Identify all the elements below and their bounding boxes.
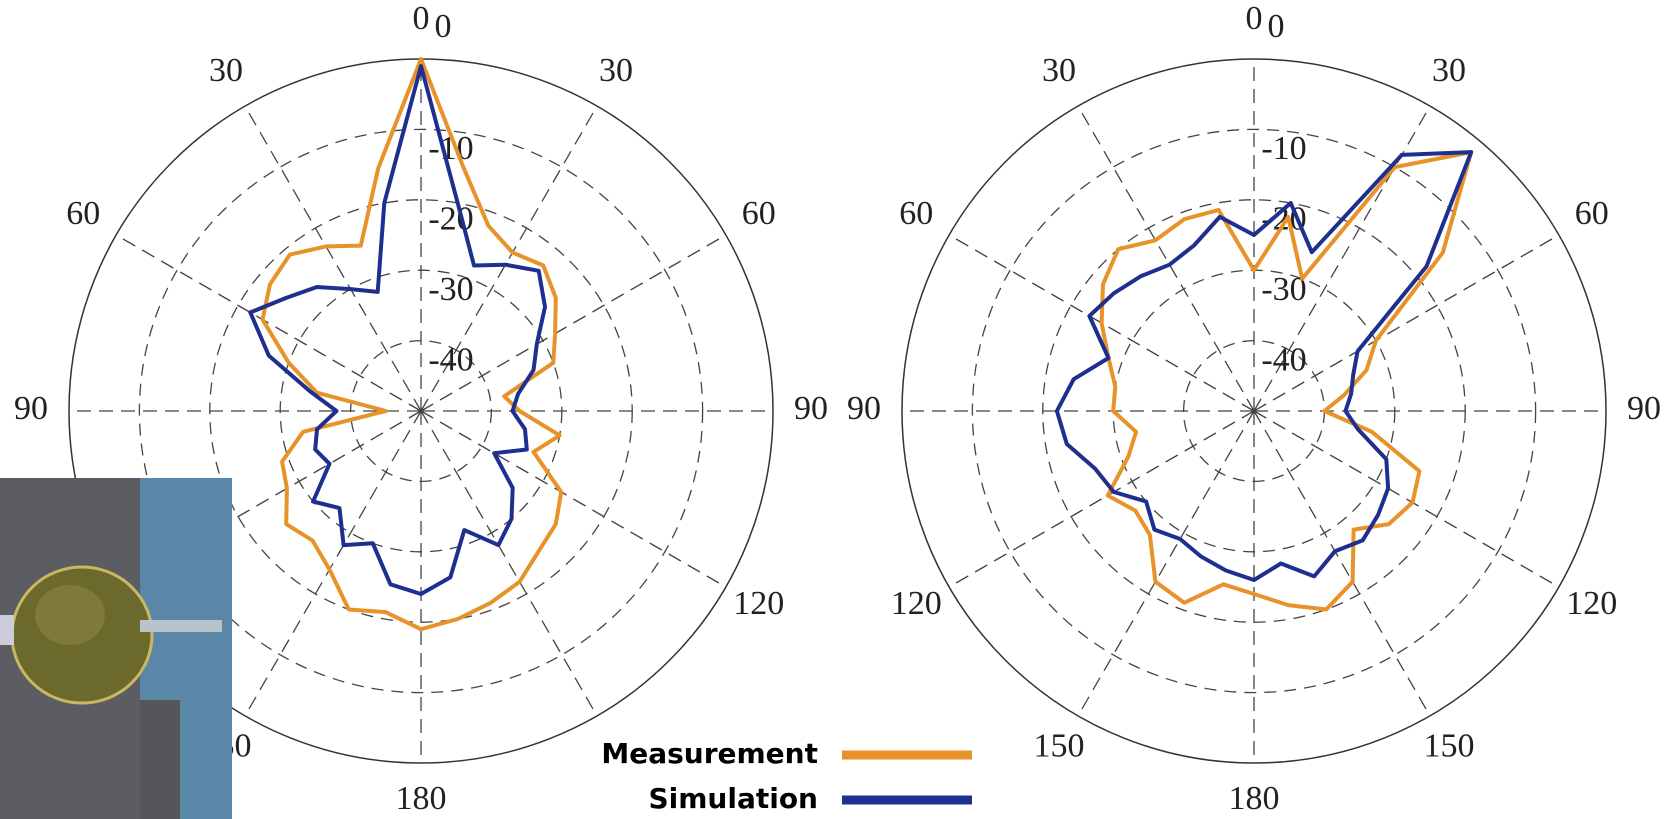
angle-label: 90: [1627, 390, 1661, 427]
polar-plot: 0306090120150180150120906030-40-30-20-10…: [847, 0, 1661, 817]
r-tick-label: -40: [428, 341, 473, 378]
spoke: [1254, 411, 1559, 587]
angle-label: 180: [1229, 780, 1280, 817]
r-tick-label: -10: [1261, 130, 1306, 167]
legend: Measurement Simulation: [585, 730, 985, 819]
r-tick-label: -40: [1261, 341, 1306, 378]
r-tick-label: -30: [428, 271, 473, 308]
spoke: [421, 235, 726, 411]
angle-label: 0: [1246, 0, 1263, 37]
angle-label: 30: [1432, 52, 1466, 89]
angle-label: 150: [1034, 728, 1085, 765]
angle-label: 120: [733, 585, 784, 622]
angle-label: 60: [899, 195, 933, 232]
series-line: [263, 59, 562, 629]
spoke: [421, 411, 726, 587]
angle-label: 30: [209, 52, 243, 89]
r-tick-label: 0: [1268, 8, 1285, 45]
angle-label: 180: [396, 780, 447, 817]
angle-label: 90: [847, 390, 881, 427]
angle-label: 120: [1566, 585, 1617, 622]
angle-label: 150: [1424, 728, 1475, 765]
spoke: [245, 411, 421, 716]
angle-label: 60: [742, 195, 776, 232]
legend-label: Measurement: [601, 737, 818, 770]
series-line: [1102, 152, 1472, 609]
angle-label: 120: [891, 585, 942, 622]
spoke: [245, 106, 421, 411]
legend-label: Simulation: [648, 782, 818, 815]
angle-label: 30: [1042, 52, 1076, 89]
spoke: [1078, 411, 1254, 716]
angle-label: 0: [413, 0, 430, 37]
spoke: [421, 411, 597, 716]
r-tick-label: 0: [435, 8, 452, 45]
chart: 0 30 60 90 120 150 180 150 120 90 60 30 -40 -30 -20 -10…: [0, 0, 1673, 819]
inset-photo: [0, 478, 232, 819]
spoke: [1078, 106, 1254, 411]
spoke: [116, 235, 421, 411]
angle-label: 60: [66, 195, 100, 232]
angle-label: 60: [1575, 195, 1609, 232]
r-tick-label: -20: [1261, 201, 1306, 238]
angle-label: 90: [794, 390, 828, 427]
angle-label: 90: [14, 390, 48, 427]
angle-label: 30: [599, 52, 633, 89]
series-line: [250, 66, 545, 594]
